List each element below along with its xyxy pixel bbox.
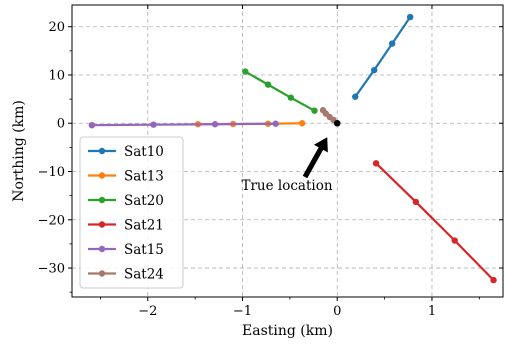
data-point-sat15 [272,120,279,127]
data-point-sat20 [287,94,295,101]
data-point-sat10 [352,93,359,100]
series-line-sat20 [244,70,316,112]
data-point-sat15 [211,121,219,128]
y-axis-label: Northing (km) [11,100,27,202]
annotation-arrow [302,137,328,179]
data-point-sat10 [370,66,378,74]
data-point-sat21 [372,160,380,167]
legend-marker-sat21 [98,221,106,228]
legend-marker-sat24 [98,270,106,277]
plot-frame [71,4,504,298]
data-point-sat10 [388,40,396,47]
legend-marker-sat13 [98,172,106,179]
true-location-marker [333,119,341,127]
x-tick-label: 0 [333,304,341,319]
legend-label-sat10: Sat10 [124,144,164,160]
data-point-sat21 [412,198,420,206]
data-point-sat10 [406,13,414,21]
legend-marker-sat20 [98,196,106,204]
series-line-sat21 [375,162,495,281]
annotation-layer: True location [241,137,333,194]
data-point-sat20 [242,68,249,75]
series-line-sat10 [354,16,412,98]
annotation-true-location: True location [241,178,332,194]
legend-marker-sat10 [98,147,106,155]
legend-label-sat15: Sat15 [124,242,164,258]
data-point-sat15 [88,121,96,129]
data-point-sat21 [451,237,458,244]
legend-label-sat21: Sat21 [124,218,164,234]
y-tick-label: 20 [48,20,65,35]
series-layer [88,13,497,284]
x-tick-label: −1 [233,304,252,319]
y-tick-label: −30 [38,262,65,277]
y-tick-label: −20 [38,213,65,228]
data-point-sat24 [319,107,327,114]
data-point-sat20 [264,81,272,88]
data-point-sat15 [150,121,157,128]
legend-marker-sat15 [98,245,106,253]
y-tick-label: 10 [48,68,65,83]
data-point-sat21 [490,276,497,284]
legend-label-sat20: Sat20 [124,193,164,209]
series-line-sat15 [91,122,276,127]
legend-label-sat13: Sat13 [124,169,164,185]
legend: Sat10 Sat13 Sat20 Sat21 Sat15 Sat24 [79,136,184,289]
y-tick-label: −10 [38,165,65,180]
x-tick-label: 1 [428,304,436,319]
x-tick-label: −2 [138,304,157,319]
y-tick-label: 0 [57,117,65,132]
data-point-sat13 [298,120,306,127]
legend-label-sat24: Sat24 [124,267,164,283]
data-point-sat20 [311,107,318,114]
x-axis-label: Easting (km) [242,323,333,339]
